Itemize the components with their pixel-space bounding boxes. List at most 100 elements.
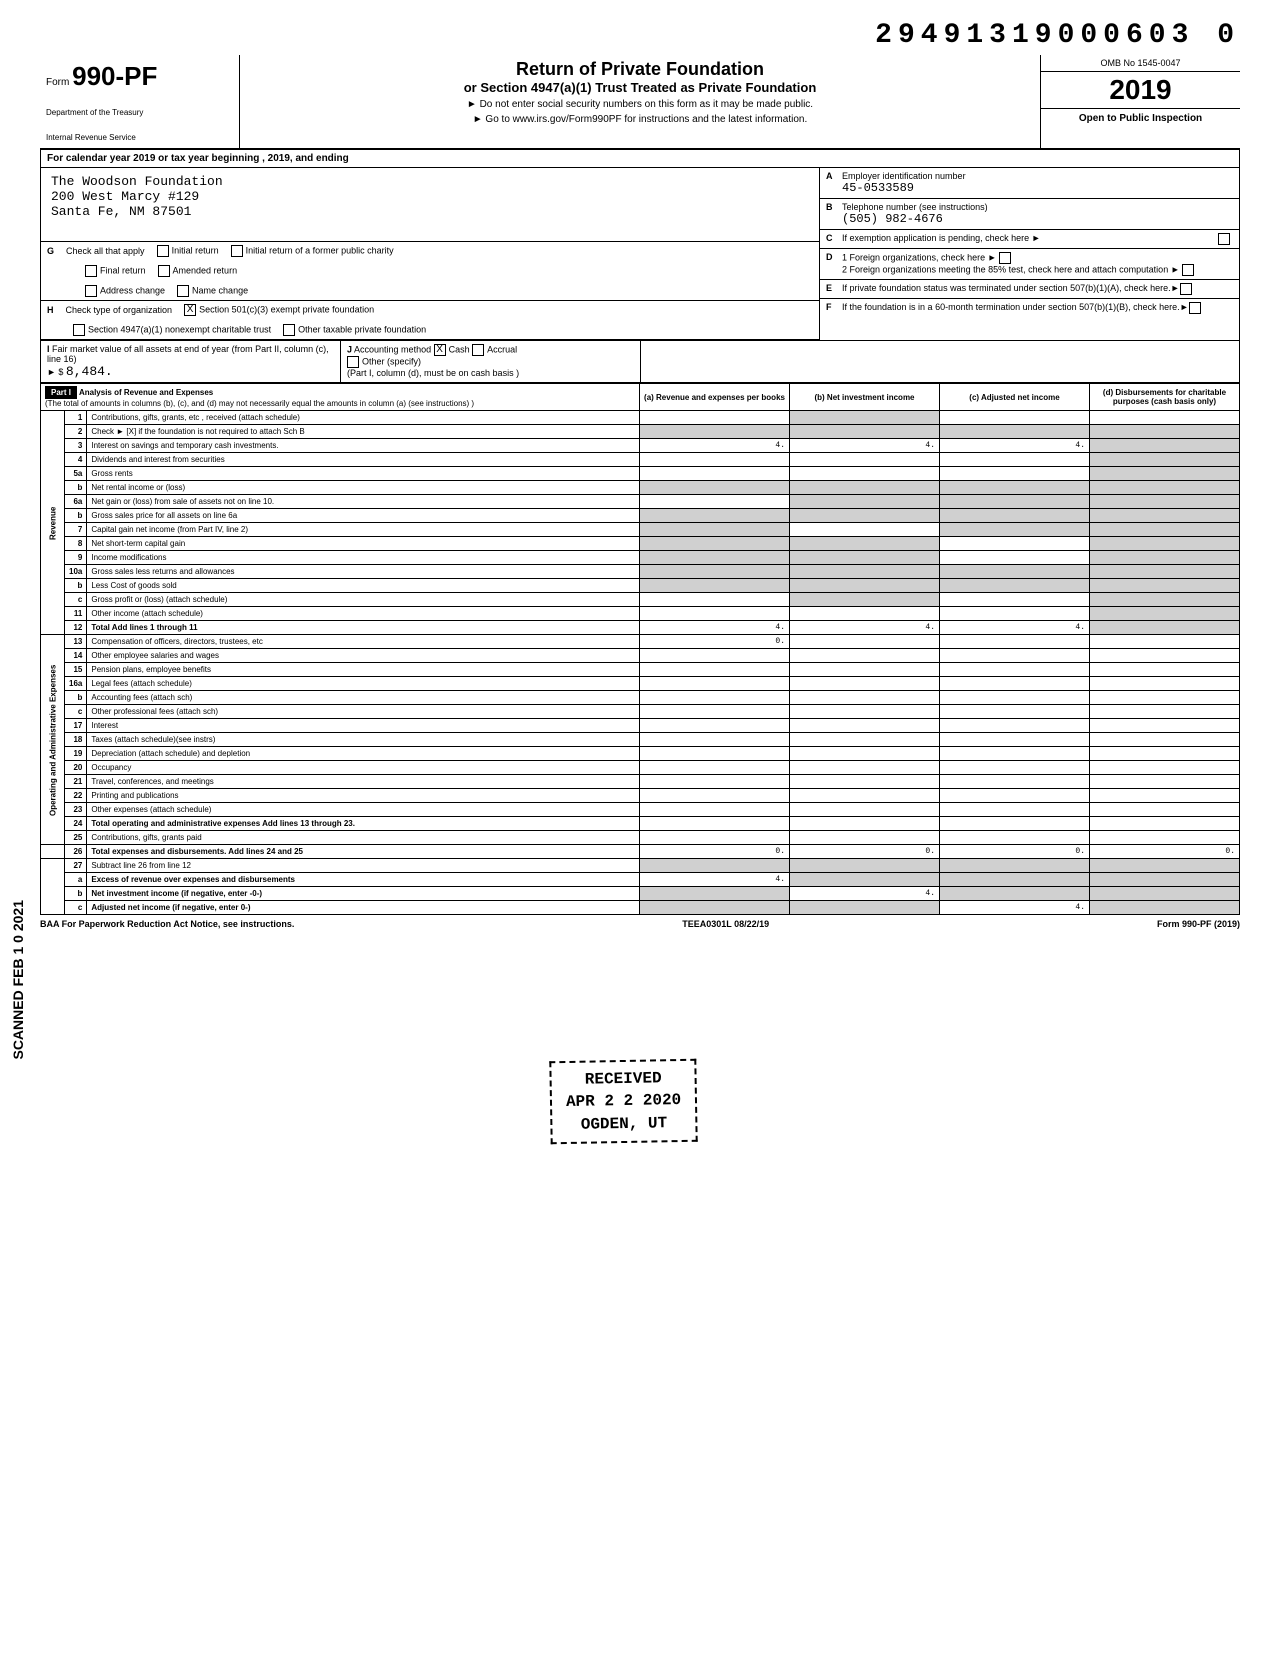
row-2: Check ► [X] if the foundation is not req… (87, 425, 640, 439)
row-19: Depreciation (attach schedule) and deple… (87, 747, 640, 761)
part1-badge: Part I (45, 386, 77, 399)
checkbox-final-return[interactable] (85, 265, 97, 277)
opt-4947: Section 4947(a)(1) nonexempt charitable … (88, 324, 271, 334)
box-b-label: Telephone number (see instructions) (842, 202, 988, 212)
checkbox-e[interactable] (1180, 283, 1192, 295)
box-d1-label: 1 Foreign organizations, check here (842, 252, 985, 262)
row-12: Total Add lines 1 through 11 (87, 621, 640, 635)
opt-name-change: Name change (192, 285, 248, 295)
revenue-side-label: Revenue (41, 411, 65, 635)
received-line1: RECEIVED (565, 1067, 681, 1091)
checkbox-name-change[interactable] (177, 285, 189, 297)
row-17: Interest (87, 719, 640, 733)
part1-subheading: (The total of amounts in columns (b), (c… (45, 399, 474, 408)
omb-number: OMB No 1545-0047 (1041, 55, 1240, 72)
form-number: 990-PF (72, 61, 157, 91)
checkbox-initial-former[interactable] (231, 245, 243, 257)
row-27a: Excess of revenue over expenses and disb… (87, 873, 640, 887)
tax-year: 2019 (1041, 72, 1240, 109)
row-10c: Gross profit or (loss) (attach schedule) (87, 593, 640, 607)
opt-address-change: Address change (100, 285, 165, 295)
org-address: 200 West Marcy #129 (51, 189, 809, 204)
public-inspection: Open to Public Inspection (1041, 109, 1240, 128)
row-24: Total operating and administrative expen… (87, 817, 640, 831)
row-5b: Net rental income or (loss) (87, 481, 640, 495)
row-16b: Accounting fees (attach sch) (87, 691, 640, 705)
opt-initial-former: Initial return of a former public charit… (246, 245, 394, 255)
part1-heading: Analysis of Revenue and Expenses (79, 388, 213, 397)
row-27b: Net investment income (if negative, ente… (87, 887, 640, 901)
opt-other-taxable: Other taxable private foundation (298, 324, 426, 334)
bottom-info-row: I Fair market value of all assets at end… (40, 341, 1240, 383)
checkbox-501c3[interactable]: X (184, 304, 196, 316)
footer-left: BAA For Paperwork Reduction Act Notice, … (40, 919, 294, 929)
box-a-label: Employer identification number (842, 171, 966, 181)
row-10b: Less Cost of goods sold (87, 579, 640, 593)
opt-final-return: Final return (100, 265, 146, 275)
irs-label: Internal Revenue Service (46, 133, 233, 142)
checkbox-accrual[interactable] (472, 344, 484, 356)
checkbox-cash[interactable]: X (434, 344, 446, 356)
checkbox-amended[interactable] (158, 265, 170, 277)
instr-2: ► Go to www.irs.gov/Form990PF for instru… (248, 114, 1032, 125)
row-22: Printing and publications (87, 789, 640, 803)
r12-b: 4. (790, 621, 940, 635)
info-right-boxes: AEmployer identification number45-053358… (819, 168, 1239, 340)
right-header: OMB No 1545-0047 2019 Open to Public Ins… (1040, 55, 1240, 148)
form-id-block: Form 990-PF Department of the Treasury I… (40, 55, 240, 148)
org-city: Santa Fe, NM 87501 (51, 204, 809, 219)
received-stamp: RECEIVED APR 2 2 2020 OGDEN, UT (549, 1059, 698, 1145)
scanned-stamp: SCANNED FEB 1 0 2021 (10, 900, 26, 1060)
j-other: Other (specify) (362, 356, 421, 366)
opt-amended: Amended return (173, 265, 238, 275)
org-name-address: The Woodson Foundation 200 West Marcy #1… (41, 168, 819, 242)
row-18: Taxes (attach schedule)(see instrs) (87, 733, 640, 747)
r3-b: 4. (790, 439, 940, 453)
j-accrual: Accrual (487, 344, 517, 354)
r12-a: 4. (640, 621, 790, 635)
row-20: Occupancy (87, 761, 640, 775)
org-name: The Woodson Foundation (51, 174, 809, 189)
footer-mid: TEEA0301L 08/22/19 (682, 919, 769, 929)
part1-table: Part I Analysis of Revenue and Expenses … (40, 383, 1240, 915)
r26-b: 0. (790, 845, 940, 859)
main-title: Return of Private Foundation (248, 59, 1032, 80)
form-header: Form 990-PF Department of the Treasury I… (40, 55, 1240, 150)
form-prefix: Form (46, 77, 69, 88)
ein-value: 45-0533589 (842, 181, 914, 195)
r12-c: 4. (940, 621, 1090, 635)
row-13: Compensation of officers, directors, tru… (87, 635, 640, 649)
r13-a: 0. (640, 635, 790, 649)
checkbox-initial-return[interactable] (157, 245, 169, 257)
box-f-label: If the foundation is in a 60-month termi… (842, 302, 1180, 314)
checkbox-4947[interactable] (73, 324, 85, 336)
col-a-header: (a) Revenue and expenses per books (640, 384, 790, 411)
col-c-header: (c) Adjusted net income (940, 384, 1090, 411)
section-h: H Check type of organization XSection 50… (41, 301, 819, 340)
phone-value: (505) 982-4676 (842, 212, 943, 226)
j-label: Accounting method (354, 344, 431, 354)
checkbox-c[interactable] (1218, 233, 1230, 245)
checkbox-other-method[interactable] (347, 356, 359, 368)
row-16a: Legal fees (attach schedule) (87, 677, 640, 691)
row-26: Total expenses and disbursements. Add li… (87, 845, 640, 859)
checkbox-d1[interactable] (999, 252, 1011, 264)
instr-1: ► Do not enter social security numbers o… (248, 99, 1032, 110)
received-line3: OGDEN, UT (566, 1112, 682, 1136)
tracking-number: 29491319000603 0 (40, 20, 1240, 51)
checkbox-f[interactable] (1189, 302, 1201, 314)
row-27: Subtract line 26 from line 12 (87, 859, 640, 873)
row-15: Pension plans, employee benefits (87, 663, 640, 677)
row-23: Other expenses (attach schedule) (87, 803, 640, 817)
r26-c: 0. (940, 845, 1090, 859)
row-16c: Other professional fees (attach sch) (87, 705, 640, 719)
checkbox-address-change[interactable] (85, 285, 97, 297)
opt-initial-return: Initial return (172, 245, 219, 255)
checkbox-other-taxable[interactable] (283, 324, 295, 336)
r27b-b: 4. (790, 887, 940, 901)
fmv-label: Fair market value of all assets at end o… (47, 344, 329, 364)
checkbox-d2[interactable] (1182, 264, 1194, 276)
sub-title: or Section 4947(a)(1) Trust Treated as P… (248, 80, 1032, 95)
received-line2: APR 2 2 2020 (566, 1089, 682, 1113)
calendar-year-row: For calendar year 2019 or tax year begin… (40, 150, 1240, 168)
